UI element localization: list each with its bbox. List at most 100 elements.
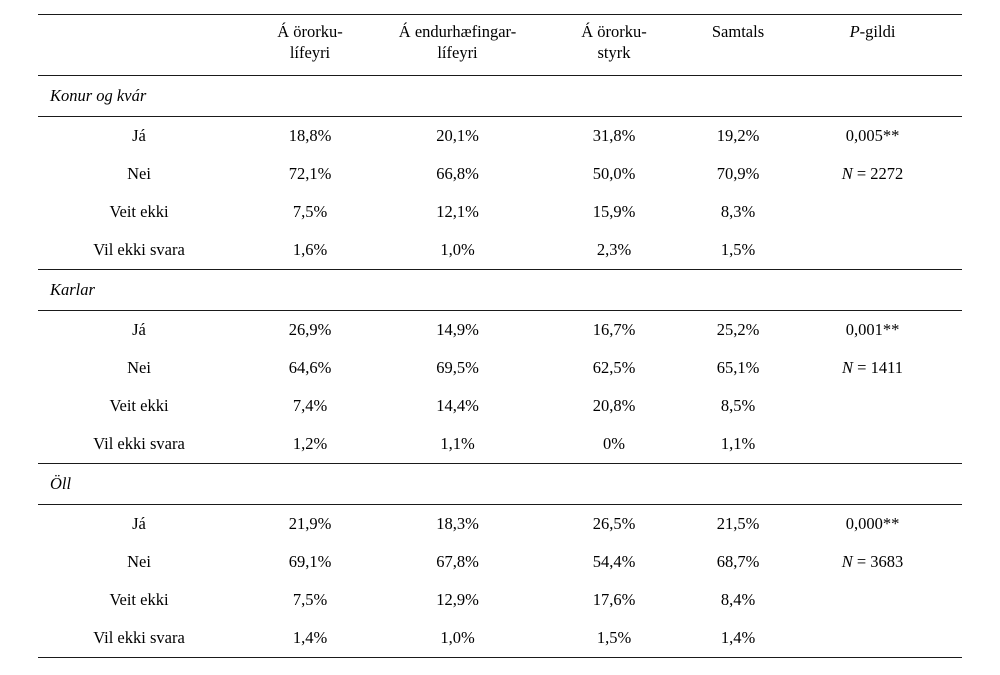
p-value-cell — [783, 581, 962, 619]
n-rest: = 1411 — [853, 357, 903, 377]
p-italic: P — [849, 22, 860, 41]
data-cell: 1,1% — [720, 433, 756, 453]
data-cell: 72,1% — [288, 163, 332, 183]
p-value-cell — [783, 231, 962, 270]
data-cell: 1,4% — [693, 619, 783, 659]
data-cell: 14,9% — [436, 319, 479, 339]
table-row: Veit ekki 7,5% 12,1% 15,9% 8,3% — [38, 193, 962, 231]
row-label: Já — [132, 319, 146, 339]
corner-cell — [38, 13, 240, 77]
data-cell: 18,8% — [288, 125, 332, 145]
table-row: Já 18,8% 20,1% 31,8% 19,2% 0,005** — [38, 117, 962, 156]
n-count-cell: N = 3683 — [783, 543, 962, 581]
section-header-konur-og-kvar: Konur og kvár — [38, 75, 962, 118]
data-cell: 15,9% — [592, 201, 636, 221]
n-italic: N — [842, 357, 854, 377]
row-label: Veit ekki — [109, 201, 169, 221]
data-cell: 7,5% — [292, 589, 328, 609]
data-cell: 20,8% — [592, 395, 636, 415]
data-cell: 65,1% — [716, 357, 760, 377]
data-cell: 21,5% — [716, 513, 760, 533]
p-value-cell: 0,005** — [845, 125, 900, 145]
section-header-oll: Öll — [38, 463, 962, 506]
table-row: Nei 64,6% 69,5% 62,5% 65,1% N = 1411 — [38, 349, 962, 387]
data-cell: 25,2% — [716, 319, 760, 339]
data-cell: 8,4% — [720, 589, 756, 609]
data-cell: 26,9% — [288, 319, 332, 339]
row-label: Já — [132, 125, 146, 145]
data-cell: 16,7% — [592, 319, 636, 339]
n-italic: N — [841, 163, 853, 183]
data-cell: 12,9% — [436, 589, 479, 609]
data-cell: 19,2% — [716, 125, 760, 145]
section-label: Konur og kvár — [38, 75, 962, 118]
statistics-table: Á örorku- lífeyri Á endurhæfingar- lífey… — [38, 13, 962, 659]
p-value-cell: 0,001** — [845, 319, 900, 339]
data-cell: 50,0% — [592, 163, 636, 183]
p-value-cell: 0,000** — [845, 513, 900, 533]
row-label: Nei — [127, 357, 151, 377]
data-cell: 70,9% — [716, 163, 760, 183]
data-cell: 69,5% — [436, 357, 479, 377]
p-value-cell — [783, 193, 962, 231]
section-label: Karlar — [38, 269, 962, 312]
section-header-karlar: Karlar — [38, 269, 962, 312]
n-count-cell: N = 2272 — [783, 155, 962, 193]
data-cell: 17,6% — [592, 589, 636, 609]
row-label: Já — [132, 513, 146, 533]
data-cell: 1,5% — [535, 619, 693, 659]
data-cell: 1,0% — [380, 619, 535, 659]
table-row: Veit ekki 7,5% 12,9% 17,6% 8,4% — [38, 581, 962, 619]
data-cell: 26,5% — [592, 513, 636, 533]
data-cell: 7,5% — [292, 201, 328, 221]
data-cell: 1,0% — [440, 239, 475, 259]
row-label: Nei — [127, 551, 151, 571]
data-cell: 1,4% — [240, 619, 380, 659]
n-italic: N — [841, 551, 853, 571]
data-cell: 31,8% — [592, 125, 636, 145]
row-label: Vil ekki svara — [93, 433, 185, 453]
data-cell: 54,4% — [592, 551, 636, 571]
data-cell: 1,2% — [292, 433, 328, 453]
table-row: Veit ekki 7,4% 14,4% 20,8% 8,5% — [38, 387, 962, 425]
table-row: Já 21,9% 18,3% 26,5% 21,5% 0,000** — [38, 505, 962, 544]
data-cell: 67,8% — [436, 551, 479, 571]
n-rest: = 2272 — [852, 163, 904, 183]
data-cell: 1,6% — [292, 239, 328, 259]
row-label: Veit ekki — [109, 395, 169, 415]
p-value-cell — [783, 387, 962, 425]
row-label: Vil ekki svara — [38, 619, 240, 659]
col-header-ororkustyrk: Á örorku- styrk — [535, 13, 693, 77]
col-header-ororkulifeyri: Á örorku- lífeyri — [240, 13, 380, 77]
col-header-samtals: Samtals — [693, 13, 783, 77]
data-cell: 12,1% — [436, 201, 479, 221]
data-cell: 21,9% — [288, 513, 332, 533]
n-rest: = 3683 — [852, 551, 904, 571]
data-cell: 7,4% — [292, 395, 328, 415]
data-cell: 14,4% — [436, 395, 479, 415]
table-row: Já 26,9% 14,9% 16,7% 25,2% 0,001** — [38, 311, 962, 350]
data-cell: 64,6% — [288, 357, 332, 377]
row-label: Veit ekki — [109, 589, 169, 609]
table-row: Nei 72,1% 66,8% 50,0% 70,9% N = 2272 — [38, 155, 962, 193]
data-cell: 8,5% — [720, 395, 756, 415]
data-cell: 66,8% — [436, 163, 479, 183]
data-cell: 62,5% — [592, 357, 636, 377]
table-row: Vil ekki svara 1,2% 1,1% 0% 1,1% — [38, 425, 962, 464]
data-cell: 8,3% — [720, 201, 756, 221]
data-cell: 1,5% — [720, 239, 756, 259]
data-cell: 0% — [603, 433, 625, 453]
row-label: Vil ekki svara — [93, 239, 185, 259]
n-count-cell: N = 1411 — [783, 349, 962, 387]
data-cell: 2,3% — [596, 239, 632, 259]
p-rest: -gildi — [859, 22, 896, 41]
data-cell: 68,7% — [716, 551, 760, 571]
table-row: Vil ekki svara 1,4% 1,0% 1,5% 1,4% — [38, 619, 962, 659]
row-label: Nei — [127, 163, 151, 183]
data-cell: 69,1% — [288, 551, 332, 571]
col-header-endurhaefingarlifeyri: Á endurhæfingar- lífeyri — [380, 13, 535, 77]
table-row: Vil ekki svara 1,6% 1,0% 2,3% 1,5% — [38, 231, 962, 270]
table-header-row: Á örorku- lífeyri Á endurhæfingar- lífey… — [38, 13, 962, 77]
table-row: Nei 69,1% 67,8% 54,4% 68,7% N = 3683 — [38, 543, 962, 581]
data-cell: 18,3% — [436, 513, 479, 533]
